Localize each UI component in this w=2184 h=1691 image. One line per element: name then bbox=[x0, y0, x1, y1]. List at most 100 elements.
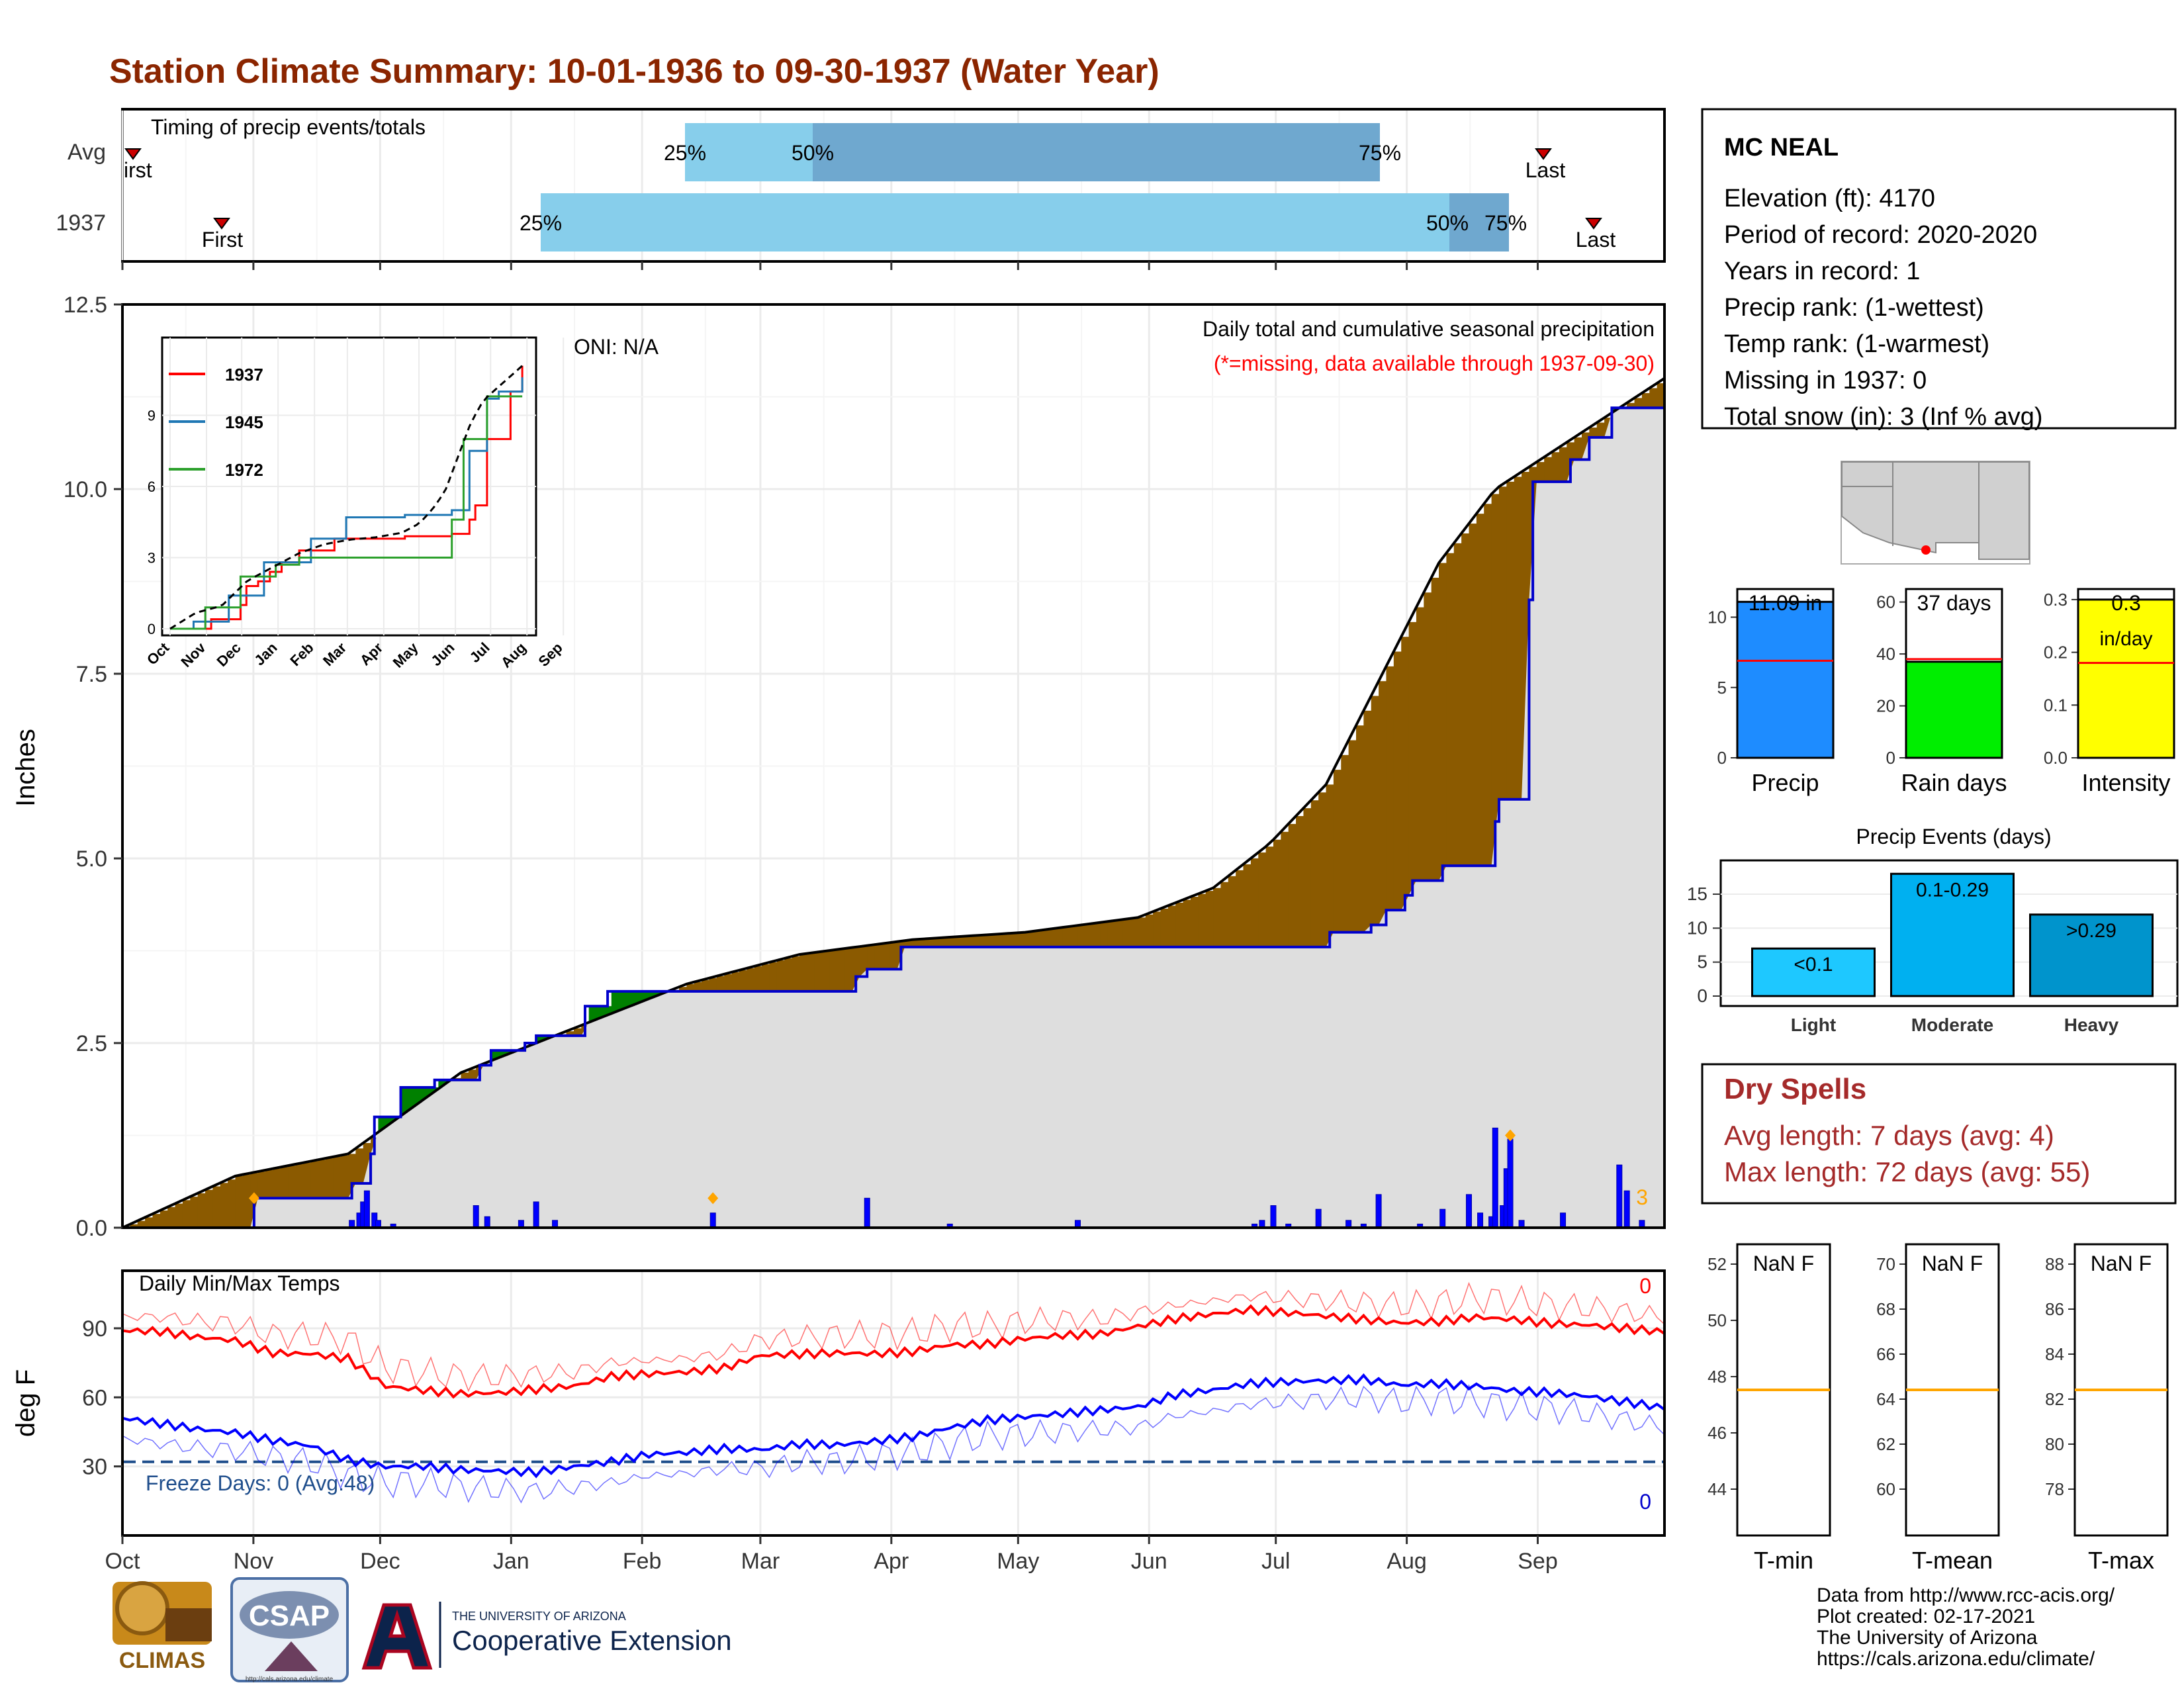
temp-box-tick-label: 46 bbox=[1707, 1423, 1727, 1443]
deficit-area bbox=[1032, 931, 1041, 947]
deficit-area bbox=[1130, 918, 1139, 947]
inset-ytick-label: 0 bbox=[148, 621, 156, 637]
mini-bar-tick-label: 0.2 bbox=[2044, 643, 2068, 663]
page-title: Station Climate Summary: 10-01-1936 to 0… bbox=[109, 52, 1160, 91]
temp-panel: 30 60 90 deg F Daily Min/Max Temps 0 0 Fre… bbox=[11, 1269, 1666, 1537]
credits: Data from http://www.rcc-acis.org/ Plot … bbox=[1817, 1584, 2115, 1670]
snow-count: 3 bbox=[1636, 1185, 1648, 1209]
temp-ylabel: deg F bbox=[11, 1369, 40, 1437]
snow-marker bbox=[707, 1192, 719, 1205]
deficit-area bbox=[882, 943, 891, 970]
deficit-area bbox=[694, 982, 702, 991]
precip-ytick-label: 10.0 bbox=[64, 477, 107, 502]
month-label: Sep bbox=[1518, 1549, 1558, 1574]
year-early-bar bbox=[541, 193, 1449, 251]
avg-75-label: 75% bbox=[1359, 141, 1401, 165]
temp-box-tick-label: 50 bbox=[1707, 1310, 1727, 1330]
average-cumulative-line bbox=[122, 377, 1666, 1229]
deficit-area bbox=[807, 953, 815, 991]
temp-box-label: T-mean bbox=[1912, 1547, 1993, 1574]
daily-precip-bar bbox=[473, 1205, 479, 1228]
avg-last-marker bbox=[1535, 148, 1552, 160]
events-category-label: Light bbox=[1791, 1015, 1836, 1035]
deficit-area bbox=[228, 1179, 236, 1228]
deficit-area bbox=[934, 938, 943, 947]
csap-logo-text: CSAP bbox=[249, 1600, 330, 1632]
deficit-area bbox=[905, 940, 913, 947]
precip-ylabel: Inches bbox=[11, 729, 40, 807]
deficit-area bbox=[1205, 891, 1214, 947]
avg-first-label: irst bbox=[124, 158, 152, 182]
deficit-area bbox=[175, 1203, 183, 1228]
temp-ytick-label: 60 bbox=[82, 1385, 107, 1410]
deficit-area bbox=[702, 980, 710, 991]
daily-precip-bar bbox=[709, 1212, 716, 1228]
deficit-area bbox=[1040, 930, 1048, 947]
month-label: Dec bbox=[360, 1549, 400, 1574]
deficit-area bbox=[829, 950, 838, 991]
inset-ytick-label: 3 bbox=[148, 550, 156, 567]
deficit-area bbox=[1115, 920, 1124, 947]
ua-logo: THE UNIVERSITY OF ARIZONA Cooperative Ex… bbox=[361, 1602, 732, 1670]
deficit-area bbox=[1024, 932, 1034, 947]
deficit-area bbox=[731, 972, 740, 991]
station-frame bbox=[1701, 108, 2177, 430]
temp-box-tick-label: 80 bbox=[2045, 1434, 2064, 1454]
deficit-area bbox=[686, 983, 695, 991]
daily-precip-bar bbox=[1315, 1209, 1322, 1228]
deficit-area bbox=[1138, 917, 1146, 947]
daily-precip-bar bbox=[1375, 1194, 1382, 1228]
inset-legend-1937: 1937 bbox=[225, 365, 263, 385]
month-label: Jun bbox=[1131, 1549, 1167, 1574]
deficit-area bbox=[288, 1165, 296, 1199]
temp-box-tick-label: 44 bbox=[1707, 1479, 1727, 1499]
ua-logo-small: THE UNIVERSITY OF ARIZONA bbox=[452, 1610, 626, 1623]
deficit-area bbox=[1258, 852, 1267, 947]
deficit-area bbox=[212, 1186, 221, 1228]
deficit-area bbox=[1326, 784, 1334, 947]
deficit-area bbox=[1574, 437, 1582, 460]
deficit-area bbox=[1551, 452, 1560, 482]
mini-bar-value: 37 days bbox=[1917, 591, 1991, 615]
temp-box-tick-label: 48 bbox=[1707, 1367, 1727, 1387]
mini-bar-tick-label: 5 bbox=[1717, 678, 1727, 698]
deficit-area bbox=[1544, 457, 1553, 482]
deficit-area bbox=[1183, 899, 1191, 947]
deficit-area bbox=[1220, 882, 1229, 947]
station-line: Elevation (ft): 4170 bbox=[1724, 185, 1935, 212]
mini-bar-value: 11.09 in bbox=[1749, 591, 1823, 615]
precip-events-chart: Precip Events (days) 0 5 10 15 <0.1 Light 0.1-… bbox=[1687, 825, 2179, 1035]
snow-marker bbox=[248, 1192, 259, 1205]
avg-late-bar bbox=[813, 123, 1380, 181]
deficit-area bbox=[468, 1070, 477, 1080]
temp-avg-line-Min bbox=[122, 1384, 1665, 1504]
climas-logo-text: CLIMAS bbox=[119, 1648, 205, 1673]
temp-avg-line-Max bbox=[122, 1281, 1665, 1393]
climas-logo: CLIMAS bbox=[113, 1581, 212, 1673]
avg-first-marker bbox=[124, 148, 142, 160]
deficit-area bbox=[1363, 710, 1372, 933]
deficit-area bbox=[1077, 925, 1086, 947]
mini-bar-tick-label: 40 bbox=[1876, 644, 1895, 664]
temp-box-tick-label: 68 bbox=[1876, 1299, 1895, 1319]
temp-label: Daily Min/Max Temps bbox=[139, 1271, 340, 1295]
events-category-label: Heavy bbox=[2064, 1015, 2119, 1035]
deficit-area bbox=[754, 966, 762, 991]
daily-precip-bar bbox=[1439, 1209, 1446, 1228]
deficit-area bbox=[130, 1224, 138, 1228]
freeze-days: Freeze Days: 0 (Avg:48) bbox=[146, 1471, 375, 1495]
credit-line-4: https://cals.arizona.edu/climate/ bbox=[1817, 1648, 2095, 1670]
month-label: Apr bbox=[874, 1549, 909, 1574]
mini-bar-tick-label: 0 bbox=[1886, 748, 1895, 768]
credit-line-1: Data from http://www.rcc-acis.org/ bbox=[1817, 1584, 2115, 1606]
daily-precip-bar bbox=[1623, 1190, 1630, 1228]
deficit-area bbox=[799, 954, 808, 991]
deficit-area bbox=[889, 942, 898, 970]
timing-row-year: 1937 bbox=[56, 210, 106, 236]
locator-map bbox=[1841, 461, 2030, 565]
temp-rank-boxes: 44 46 48 50 52 NaN F T-min 60 62 64 66 68 70 NaN F T-m… bbox=[1707, 1243, 2169, 1574]
events-bar-light bbox=[1751, 947, 1876, 997]
month-label: Jul bbox=[1261, 1549, 1290, 1574]
ua-logo-a bbox=[361, 1603, 433, 1670]
